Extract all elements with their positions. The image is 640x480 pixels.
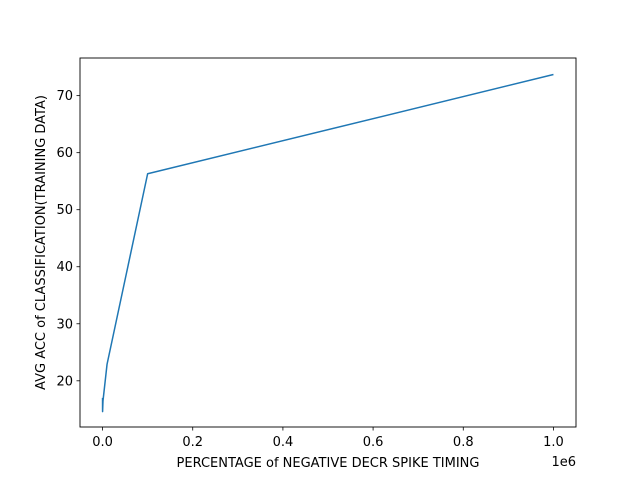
y-axis-label: AVG ACC of CLASSIFICATION(TRAINING DATA) — [34, 95, 49, 390]
x-tick-label: 1.0 — [543, 435, 564, 450]
y-tick-label: 20 — [56, 374, 73, 389]
x-axis-label: PERCENTAGE of NEGATIVE DECR SPIKE TIMING — [177, 456, 480, 471]
x-axis-ticks: 0.0 0.2 0.4 0.6 0.8 1.0 — [92, 427, 564, 450]
y-tick-label: 30 — [56, 317, 73, 332]
y-tick-label: 50 — [56, 203, 73, 218]
y-tick-label: 40 — [56, 260, 73, 275]
y-tick-label: 70 — [56, 89, 73, 104]
y-axis-ticks: 20 30 40 50 60 70 — [56, 89, 80, 389]
x-tick-label: 0.0 — [92, 435, 113, 450]
series-line-0 — [101, 73, 554, 413]
x-tick-label: 0.6 — [363, 435, 384, 450]
x-tick-label: 0.4 — [273, 435, 294, 450]
plot-area — [101, 73, 554, 413]
axes-frame — [79, 57, 577, 428]
y-tick-label: 60 — [56, 146, 73, 161]
x-axis-offset-label: 1e6 — [551, 455, 576, 470]
x-tick-label: 0.2 — [182, 435, 203, 450]
x-tick-label: 0.8 — [453, 435, 474, 450]
